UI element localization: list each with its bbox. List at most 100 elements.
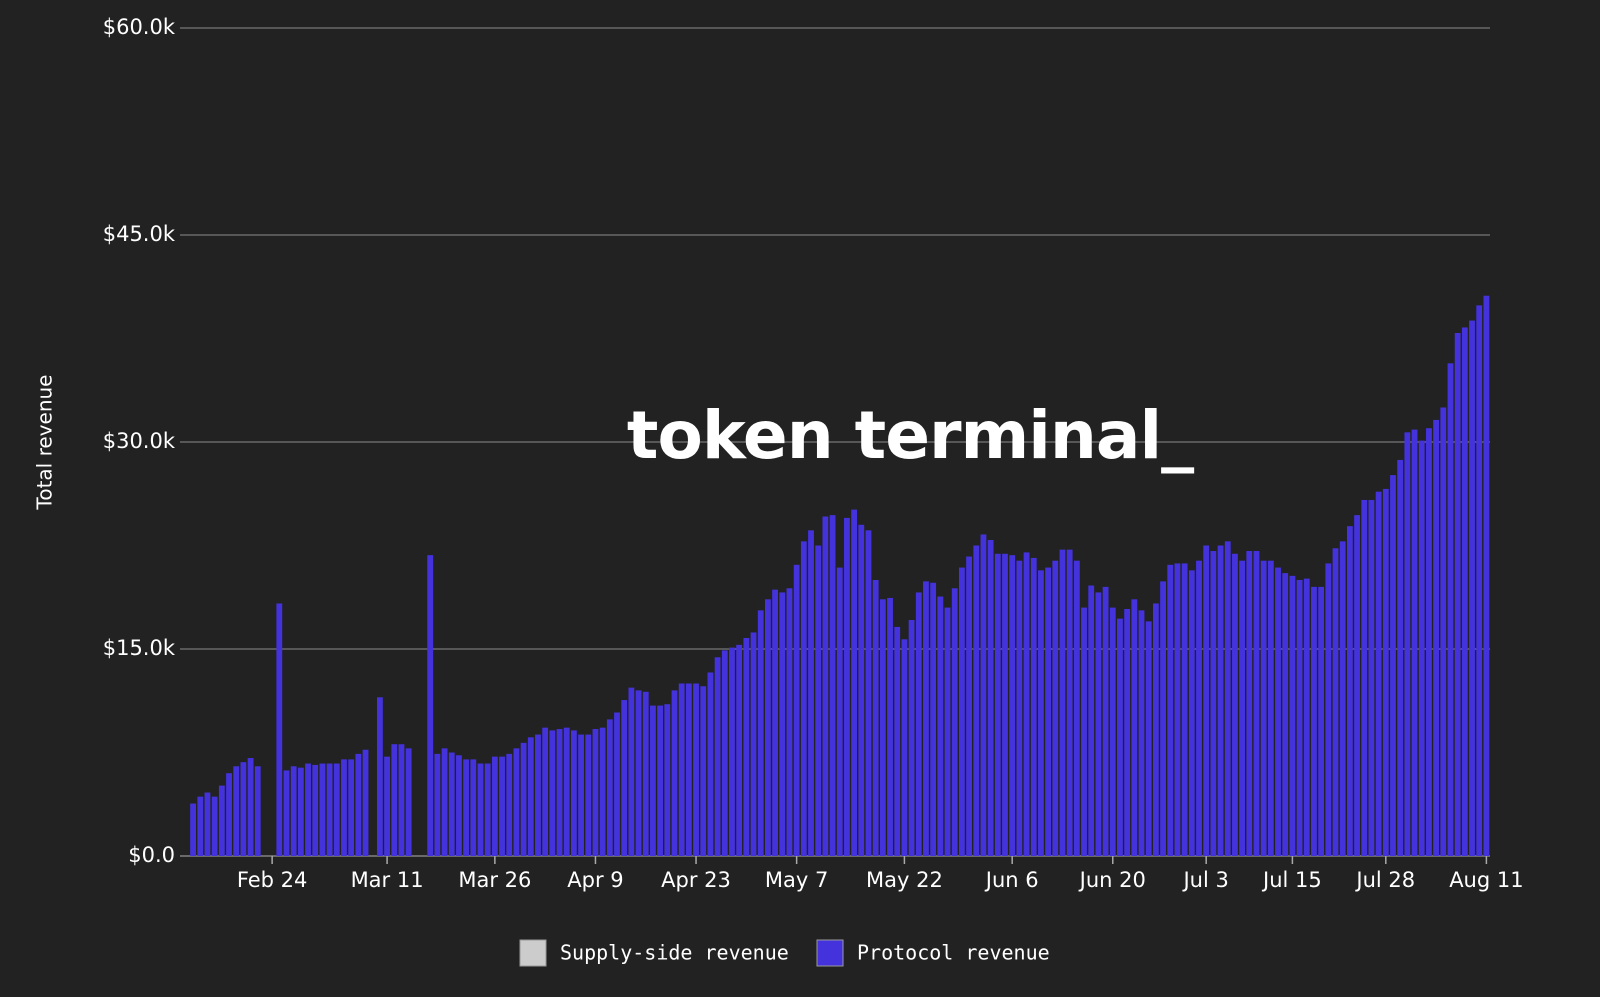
bar [1045, 567, 1052, 856]
bar [391, 744, 398, 856]
y-tick-label: $0.0 [128, 843, 175, 867]
bar [1289, 575, 1296, 856]
bar [951, 588, 958, 856]
bar [463, 759, 470, 856]
bar [1275, 567, 1281, 856]
bar [247, 758, 254, 856]
bar [535, 734, 541, 856]
x-tick-label: Feb 24 [237, 868, 308, 892]
bar [736, 644, 743, 856]
bar [1483, 295, 1490, 857]
bar [879, 599, 886, 856]
bar [944, 607, 951, 856]
bar [1188, 570, 1195, 856]
bar [994, 553, 1001, 856]
bar [894, 626, 901, 856]
bar [707, 672, 714, 856]
bar [1023, 552, 1030, 856]
bar [484, 763, 491, 856]
bar [621, 700, 628, 856]
bar [1160, 581, 1166, 856]
bar [721, 650, 728, 856]
bar [1239, 560, 1246, 856]
bar [542, 727, 549, 856]
bar [448, 752, 455, 856]
bar [614, 712, 620, 856]
bar [1196, 560, 1202, 856]
bar [1311, 586, 1317, 856]
bar [333, 763, 340, 856]
bar [1382, 488, 1389, 856]
bar [764, 599, 771, 856]
bar [240, 762, 247, 856]
bar [226, 773, 232, 856]
bar [915, 592, 922, 856]
bar [384, 756, 390, 856]
bar [470, 759, 477, 856]
bar [1375, 491, 1382, 856]
x-tick-label: Mar 26 [458, 868, 531, 892]
bar [1390, 475, 1396, 856]
y-axis-label: Total revenue [33, 375, 57, 511]
x-tick-label: Aug 11 [1449, 868, 1523, 892]
bar [1181, 563, 1188, 856]
bar [585, 734, 592, 856]
bar [1124, 608, 1131, 856]
bar [664, 704, 671, 856]
bar [757, 610, 764, 856]
bar [657, 705, 664, 856]
bar [1418, 440, 1425, 856]
bar [1052, 560, 1059, 856]
bar [700, 686, 707, 856]
bar [1296, 580, 1303, 856]
bar [1131, 599, 1138, 856]
bar [671, 690, 678, 856]
bar [513, 748, 520, 856]
bar [1253, 551, 1260, 856]
bar [865, 530, 872, 856]
bar [829, 515, 836, 856]
bar [606, 719, 613, 856]
bar [1145, 621, 1152, 856]
bar [1073, 560, 1080, 856]
bar [786, 588, 793, 856]
bar [851, 509, 858, 856]
x-tick-label: Mar 11 [351, 868, 424, 892]
bar [405, 748, 412, 856]
bar [858, 524, 865, 856]
bar [966, 556, 972, 856]
bar [923, 581, 929, 856]
bar [570, 730, 577, 856]
bar [1325, 563, 1332, 856]
bar [772, 589, 778, 856]
bar [520, 742, 527, 856]
bar [635, 690, 642, 856]
x-tick-label: May 7 [765, 868, 828, 892]
bar [750, 632, 757, 856]
bar [283, 770, 290, 856]
bar [693, 683, 699, 856]
bar [254, 766, 261, 856]
bar [204, 792, 211, 856]
bar [1426, 428, 1432, 856]
y-tick-label: $30.0k [103, 429, 176, 453]
bar [844, 517, 850, 856]
bar [491, 756, 498, 856]
bar [1138, 610, 1145, 856]
bar [836, 567, 843, 856]
bar [1397, 459, 1404, 856]
bar [980, 534, 987, 856]
legend-swatch [816, 939, 844, 967]
bar [1461, 327, 1468, 857]
bar [1102, 586, 1109, 856]
bar [901, 639, 908, 856]
bar [1174, 563, 1181, 856]
bar [1109, 607, 1116, 856]
bar [743, 637, 750, 856]
bar [793, 564, 800, 856]
x-tick-label: Apr 23 [661, 868, 731, 892]
bar [714, 657, 721, 856]
bar [650, 705, 656, 856]
